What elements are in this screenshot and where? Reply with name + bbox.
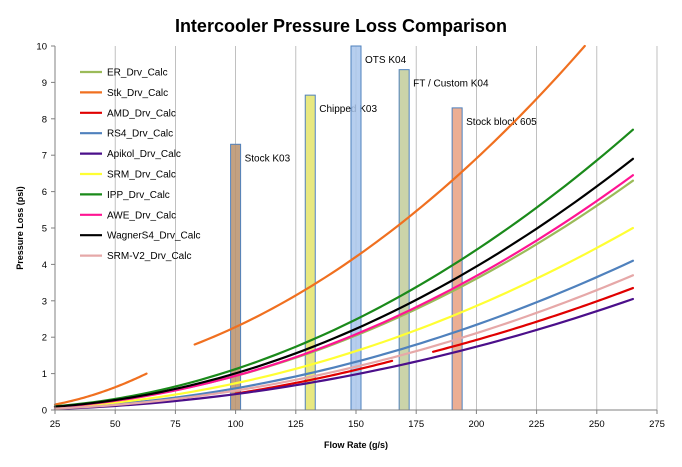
legend-label: Apikol_Drv_Calc: [107, 149, 181, 160]
y-tick-label: 9: [42, 78, 47, 89]
legend-label: SRM-V2_Drv_Calc: [107, 251, 191, 262]
x-tick-label: 50: [110, 419, 121, 430]
series-line-wagners4-drv-calc: [53, 157, 635, 408]
x-tick-label: 100: [228, 419, 244, 430]
legend-label: RS4_Drv_Calc: [107, 129, 173, 140]
y-tick-label: 0: [42, 406, 47, 417]
y-tick-label: 10: [36, 42, 47, 53]
x-tick-label: 150: [348, 419, 364, 430]
chart-title: Intercooler Pressure Loss Comparison: [175, 16, 507, 36]
series-line-awe-drv-calc: [53, 174, 635, 409]
x-tick-label: 75: [170, 419, 181, 430]
legend-label: Stk_Drv_Calc: [107, 88, 168, 99]
y-tick-label: 2: [42, 333, 47, 344]
series-line-srm-drv-calc: [53, 226, 635, 409]
y-tick-label: 8: [42, 114, 47, 125]
y-tick-label: 1: [42, 369, 47, 380]
legend-label: AMD_Drv_Calc: [107, 108, 176, 119]
legend-label: AWE_Drv_Calc: [107, 210, 176, 221]
series-line-stk-drv-calc: [53, 372, 148, 406]
legend-label: SRM_Drv_Calc: [107, 170, 176, 181]
band-label: FT / Custom K04: [413, 79, 489, 90]
band-bar: [350, 45, 362, 411]
x-tick-label: 275: [649, 419, 665, 430]
y-tick-label: 3: [42, 296, 47, 307]
x-tick-label: 175: [408, 419, 424, 430]
series-lines: [53, 44, 635, 411]
axes: [51, 45, 658, 414]
band-label: Stock block 605: [466, 117, 537, 128]
y-tick-label: 6: [42, 187, 47, 198]
x-tick-label: 225: [529, 419, 545, 430]
band-label: Chipped K03: [319, 104, 377, 115]
series-line-ipp-drv-calc: [53, 128, 635, 408]
band-label: OTS K04: [365, 55, 407, 66]
x-tick-label: 125: [288, 419, 304, 430]
x-axis-title: Flow Rate (g/s): [324, 440, 388, 450]
x-tick-label: 25: [50, 419, 61, 430]
x-tick-label: 250: [589, 419, 605, 430]
series-line-amd-drv-calc: [431, 286, 635, 353]
legend-label: IPP_Drv_Calc: [107, 190, 170, 201]
legend-label: WagnerS4_Drv_Calc: [107, 231, 201, 242]
y-tick-label: 7: [42, 151, 47, 162]
band-bar: [398, 69, 410, 411]
series-line-stk-drv-calc: [193, 44, 586, 346]
series-line-amd-drv-calc: [234, 359, 394, 395]
x-tick-label: 200: [468, 419, 484, 430]
y-axis-title: Pressure Loss (psi): [15, 186, 25, 270]
series-line-apikol-drv-calc: [53, 297, 635, 411]
grid: [114, 46, 658, 410]
y-tick-label: 5: [42, 224, 47, 235]
band-label: Stock K03: [245, 153, 291, 164]
series-line-srm-v2-drv-calc: [53, 274, 635, 410]
legend-label: ER_Drv_Calc: [107, 68, 168, 79]
legend: ER_Drv_Calc Stk_Drv_Calc AMD_Drv_Calc RS4_D…: [80, 68, 201, 262]
x-tick-labels: 25 50 75 100 125 150 175 200 225 250 275: [50, 419, 665, 430]
y-tick-label: 4: [42, 260, 47, 271]
y-tick-labels: 0 1 2 3 4 5 6 7 8 9 10: [36, 42, 47, 417]
